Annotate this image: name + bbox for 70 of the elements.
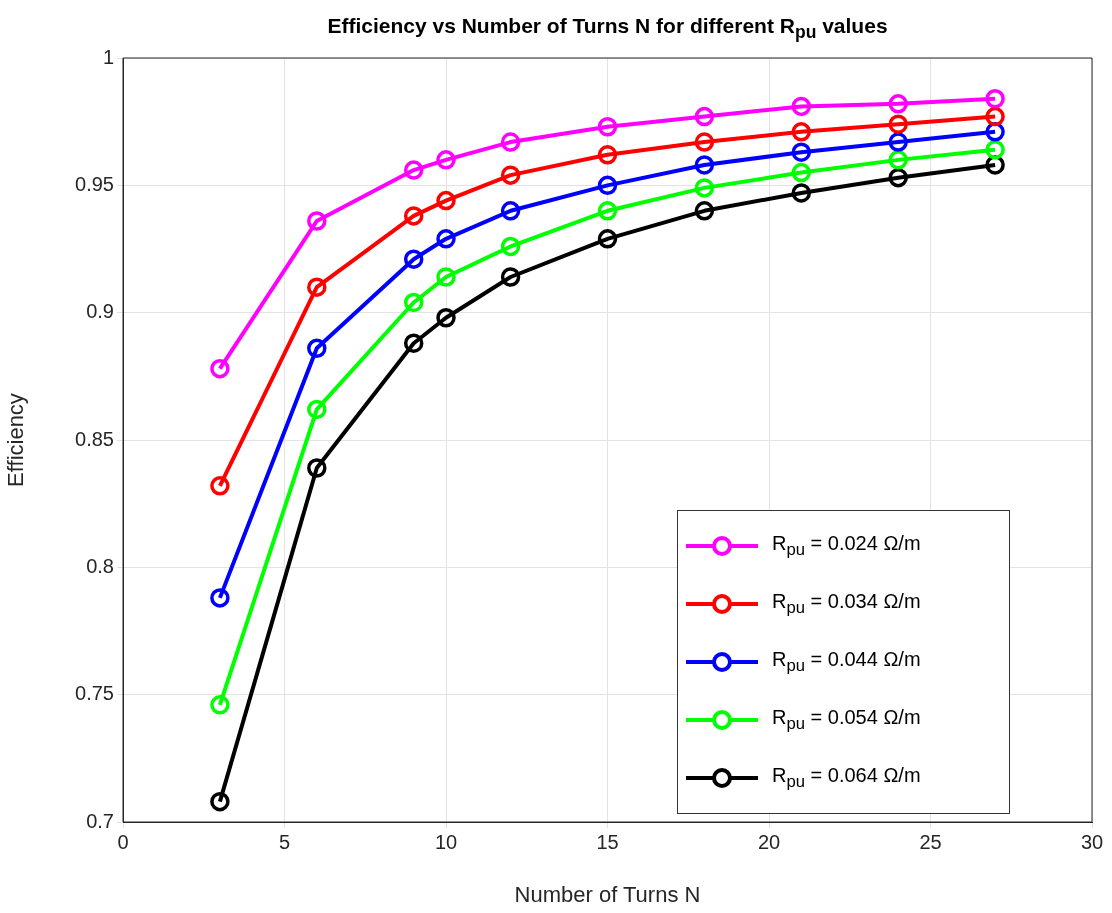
point — [403, 333, 424, 353]
point — [791, 96, 812, 117]
legend-label: R$_{pu}$ = 0.064 Ω/m — [772, 764, 921, 792]
point — [791, 142, 812, 162]
point — [436, 308, 456, 328]
point — [694, 155, 715, 175]
point — [500, 165, 521, 185]
point — [307, 211, 327, 231]
point — [597, 229, 618, 249]
legend-label: R$_{pu}$ = 0.034 Ω/m — [772, 590, 921, 618]
point — [307, 277, 327, 297]
legend-label: R$_{pu}$ = 0.044 Ω/m — [772, 648, 921, 676]
point — [500, 267, 521, 287]
point — [307, 458, 327, 478]
point — [888, 114, 908, 134]
point — [210, 358, 230, 379]
point — [500, 201, 521, 221]
point — [210, 695, 230, 715]
point — [210, 476, 230, 496]
x-tick-label: 10 — [434, 830, 458, 853]
point — [403, 249, 424, 269]
point — [888, 150, 908, 170]
point — [436, 190, 456, 211]
legend-label: R$_{pu}$ = 0.054 Ω/m — [772, 706, 921, 734]
point — [307, 338, 327, 359]
y-tick-label: 1 — [102, 45, 114, 68]
x-tick-label: 15 — [596, 830, 619, 853]
point — [985, 139, 1005, 160]
x-tick-label: 0 — [117, 830, 129, 853]
x-axis-title: Number of Turns N — [514, 881, 701, 907]
point — [210, 588, 230, 608]
y-tick-label: 0.95 — [75, 172, 114, 195]
x-tick-label: 20 — [757, 830, 781, 853]
y-tick-label: 0.75 — [75, 682, 114, 705]
point — [436, 267, 456, 287]
point — [403, 292, 424, 313]
point — [597, 145, 618, 165]
point — [403, 206, 424, 226]
point — [403, 160, 424, 180]
point — [436, 229, 456, 249]
point — [307, 399, 327, 420]
y-axis-title: Efficiency — [3, 393, 29, 487]
y-tick-label: 0.8 — [86, 554, 114, 577]
x-tick-label: 5 — [278, 830, 291, 853]
chart-title: Efficiency vs Number of Turns N for different R$_{pu}$ values — [326, 14, 889, 44]
point — [500, 132, 521, 152]
y-tick-label: 0.85 — [75, 427, 114, 450]
point — [597, 175, 618, 196]
y-tick-label: 0.7 — [86, 809, 114, 832]
point — [791, 162, 812, 183]
y-tick-label: 0.9 — [86, 300, 114, 323]
legend-label: R$_{pu}$ = 0.024 Ω/m — [772, 532, 921, 560]
point — [791, 122, 812, 142]
x-tick-label: 25 — [919, 830, 942, 853]
point — [597, 117, 618, 137]
point — [694, 106, 715, 127]
point — [888, 94, 908, 114]
point — [888, 167, 908, 188]
x-tick-label: 30 — [1080, 830, 1104, 853]
point — [500, 236, 521, 257]
point — [888, 132, 908, 152]
point — [985, 106, 1005, 127]
point — [436, 150, 456, 170]
point — [694, 132, 715, 152]
point — [694, 178, 715, 198]
point — [694, 201, 715, 221]
point — [597, 201, 618, 221]
point — [210, 791, 230, 812]
point — [985, 89, 1005, 109]
point — [791, 183, 812, 203]
